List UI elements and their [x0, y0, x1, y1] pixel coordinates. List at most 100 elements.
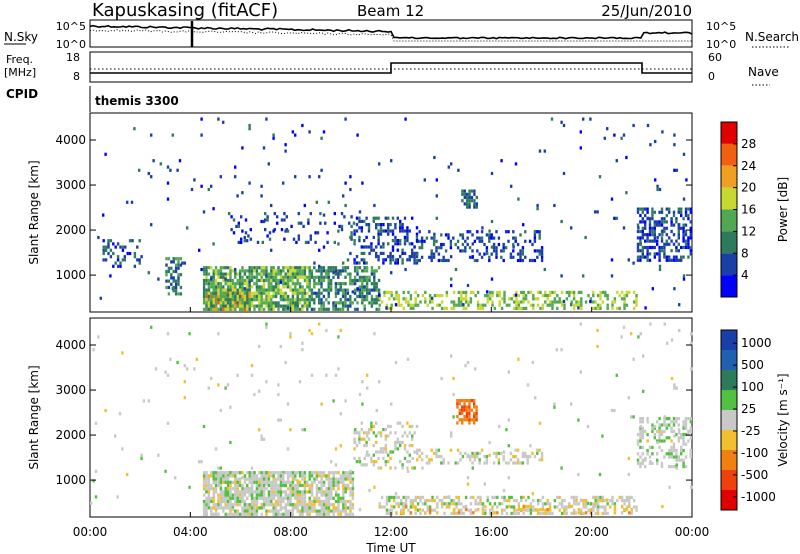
xtick-label-4: 16:00 [474, 525, 509, 539]
nave-tick-top: 60 [708, 51, 722, 64]
xtick-label-6: 00:00 [675, 525, 710, 539]
xtick-label-2: 08:00 [273, 525, 308, 539]
power-colorbar-swatch-7 [721, 275, 737, 297]
power-ytick-label-3: 4000 [55, 133, 86, 147]
velocity-colorbar-tick-6: -500 [741, 468, 768, 482]
power-colorbar: 4 8 12 16 20 24 28 Power [dB] [720, 121, 790, 298]
power-region-1 [202, 266, 311, 311]
velocity-colorbar-swatch-2 [721, 370, 737, 390]
power-colorbar-swatch-1 [721, 143, 737, 166]
power-region-2 [310, 266, 381, 311]
velocity-panel-frame [89, 317, 693, 518]
freq-tick-bottom: 8 [73, 70, 80, 83]
freq-tick-top: 18 [66, 51, 80, 64]
power-region-8 [636, 207, 692, 262]
velocity-colorbar: 1000 500 100 25 -25 -100 -500 -1000 Velocity [m … [720, 329, 790, 511]
power-colorbar-swatch-0 [721, 122, 737, 144]
xtick-label-5: 20:00 [574, 525, 609, 539]
date-title: 25/Jun/2010 [601, 2, 692, 20]
nsearch-line [89, 29, 692, 42]
nsky-trace [89, 21, 693, 47]
velocity-region-5 [456, 399, 478, 425]
velocity-ytick-label-2: 3000 [55, 383, 86, 397]
velocity-colorbar-tick-4: -25 [741, 424, 761, 438]
x-axis-label: Time UT [365, 541, 416, 554]
velocity-colorbar-tick-5: -100 [741, 446, 768, 460]
power-colorbar-swatch-2 [721, 165, 737, 188]
power-ytick-label-0: 1000 [55, 268, 86, 282]
freq-panel-frame [89, 51, 693, 83]
power-colorbar-tick-5: 24 [741, 159, 756, 173]
time-axis-ticks: 00:00 04:00 08:00 12:00 16:00 20:00 00:00 [73, 525, 710, 539]
velocity-region-6 [636, 417, 692, 469]
power-colorbar-tick-6: 28 [741, 137, 756, 151]
beam-title: Beam 12 [357, 2, 424, 20]
power-colorbar-tick-0: 4 [741, 268, 749, 282]
power-colorbar-tick-3: 16 [741, 203, 756, 217]
velocity-cells [90, 322, 693, 516]
velocity-colorbar-swatch-4 [721, 410, 737, 430]
nsky-label: N.Sky [4, 30, 38, 44]
velocity-colorbar-tick-7: -1000 [741, 490, 776, 504]
velocity-region-4 [416, 448, 544, 465]
power-colorbar-tick-2: 12 [741, 224, 756, 238]
nsky-tick-top-right: 10^5 [706, 20, 736, 33]
velocity-colorbar-tick-2: 100 [741, 380, 764, 394]
nsky-panel-frame [89, 19, 693, 48]
velocity-colorbar-frame [720, 329, 738, 511]
power-panel-frame [89, 112, 693, 313]
power-colorbar-tick-1: 8 [741, 246, 749, 260]
station-title: Kapuskasing (fitACF) [92, 0, 278, 21]
power-region-11 [97, 117, 688, 310]
nave-label: Nave [748, 65, 779, 79]
nave-tick-bottom: 0 [708, 70, 715, 83]
velocity-colorbar-label: Velocity [m s⁻¹] [776, 373, 790, 466]
velocity-colorbar-swatch-3 [721, 390, 737, 410]
velocity-region-7 [353, 421, 419, 470]
velocity-colorbar-swatch-1 [721, 350, 737, 370]
xtick-label-0: 00:00 [73, 525, 108, 539]
velocity-region-8 [90, 322, 693, 515]
velocity-colorbar-tick-3: 25 [741, 402, 756, 416]
cpid-value: themis 3300 [95, 94, 179, 108]
xtick-label-1: 04:00 [173, 525, 208, 539]
velocity-colorbar-swatch-5 [721, 430, 737, 450]
xtick-label-3: 12:00 [374, 525, 409, 539]
velocity-colorbar-tick-0: 1000 [741, 336, 772, 350]
power-cells [97, 117, 692, 311]
velocity-ylabel: Slant Range [km] [27, 365, 41, 469]
freq-step-trace [90, 62, 692, 74]
power-ytick-label-2: 3000 [55, 178, 86, 192]
power-colorbar-swatch-5 [721, 231, 737, 254]
velocity-colorbar-swatch-7 [721, 470, 737, 490]
velocity-colorbar-swatch-0 [721, 330, 737, 350]
velocity-colorbar-tick-1: 500 [741, 358, 764, 372]
velocity-ytick-label-3: 4000 [55, 338, 86, 352]
velocity-colorbar-swatch-8 [721, 490, 737, 510]
velocity-colorbar-swatch-6 [721, 450, 737, 470]
nsearch-label: N.Search [745, 30, 799, 44]
nsky-line [89, 24, 693, 40]
power-colorbar-swatch-6 [721, 253, 737, 276]
power-ytick-label-1: 2000 [55, 223, 86, 237]
velocity-region-3 [390, 504, 633, 515]
velocity-ytick-label-0: 1000 [55, 473, 86, 487]
power-panel: 1000 2000 3000 4000 Slant Range [km] [27, 112, 693, 313]
power-colorbar-swatch-4 [721, 209, 737, 232]
velocity-panel: 1000 2000 3000 4000 Slant Range [km] [27, 317, 693, 518]
freq-panel: Freq. [MHz] 18 8 60 0 Nave [4, 51, 779, 86]
power-region-10 [165, 257, 183, 296]
power-region-3 [378, 290, 638, 310]
cpid-label: CPID [6, 87, 38, 101]
nsky-panel: N.Sky 10^5 10^0 10^5 10^0 N.Search [4, 19, 799, 51]
power-region-7 [461, 189, 478, 209]
nsky-tick-top-left: 10^5 [56, 20, 86, 33]
velocity-ytick-label-1: 2000 [55, 428, 86, 442]
power-region-9 [102, 239, 141, 268]
power-colorbar-tick-4: 20 [741, 181, 756, 195]
nsky-tick-bottom-left: 10^0 [56, 38, 86, 51]
nsky-tick-bottom-right: 10^0 [706, 38, 736, 51]
freq-label: Freq. [6, 53, 33, 66]
power-colorbar-label: Power [dB] [776, 177, 790, 242]
